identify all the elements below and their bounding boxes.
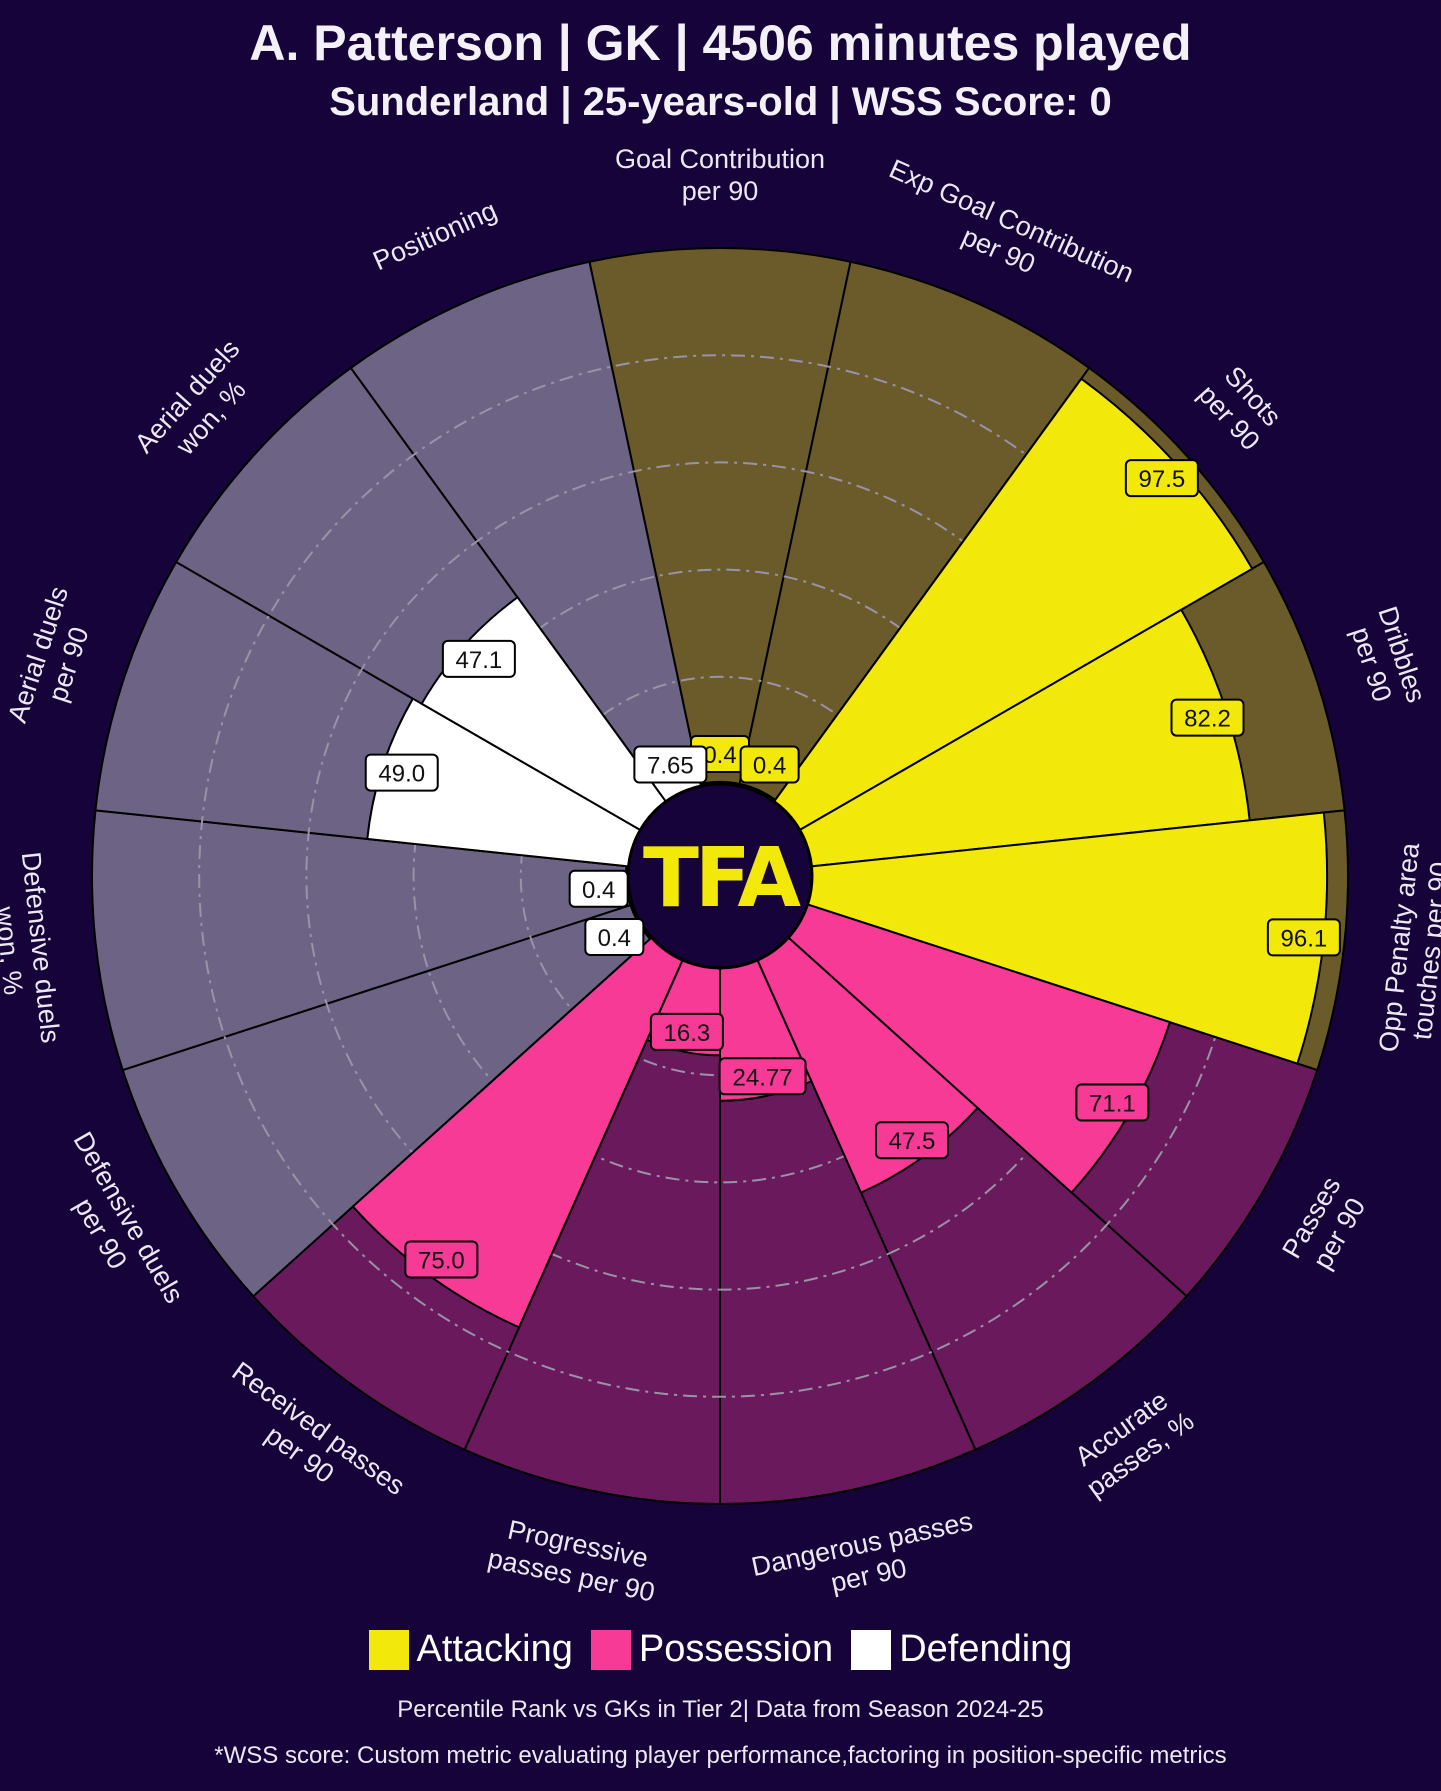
value-label-text-14: 7.65 — [647, 753, 694, 780]
value-label-1: 0.4 — [739, 745, 800, 784]
metric-label-5: Passesper 90 — [1276, 1172, 1374, 1280]
value-label-4: 96.1 — [1266, 918, 1341, 957]
value-label-10: 0.4 — [584, 918, 645, 956]
metric-label-7: Dangerous passesper 90 — [749, 1506, 982, 1613]
value-label-7: 24.77 — [718, 1057, 807, 1096]
value-label-text-11: 0.4 — [582, 877, 615, 904]
value-label-box-14 — [633, 745, 708, 784]
value-label-12: 49.0 — [364, 753, 439, 792]
value-label-box-7 — [718, 1057, 807, 1096]
value-label-text-13: 47.1 — [456, 647, 503, 674]
value-label-text-5: 71.1 — [1089, 1091, 1136, 1118]
legend-label-defending: Defending — [899, 1628, 1073, 1670]
value-label-box-2 — [1124, 459, 1199, 498]
metric-label-8: Progressivepasses per 90 — [485, 1512, 664, 1608]
value-label-8: 16.3 — [649, 1012, 724, 1051]
value-label-box-9 — [404, 1240, 479, 1279]
value-label-box-1 — [739, 745, 800, 784]
value-label-13: 47.1 — [441, 639, 516, 678]
metric-label-line: Goal Contribution — [615, 144, 825, 174]
value-label-box-13 — [441, 639, 516, 678]
value-label-text-10: 0.4 — [598, 925, 631, 952]
metric-label-line: Positioning — [368, 195, 501, 276]
value-label-text-6: 47.5 — [889, 1128, 936, 1155]
wss-score-note: *WSS score: Custom metric evaluating pla… — [214, 1742, 1227, 1769]
metric-label-11: Defensive duelswon, % — [0, 850, 66, 1048]
legend-item-defending: Defending — [851, 1628, 1072, 1671]
metric-label-2: Shotsper 90 — [1192, 358, 1289, 456]
value-label-2: 97.5 — [1124, 459, 1199, 498]
legend-item-attacking: Attacking — [368, 1628, 573, 1671]
legend: Attacking Possession Defending — [0, 1628, 1441, 1671]
value-label-box-6 — [874, 1121, 949, 1160]
legend-swatch-defending — [851, 1629, 892, 1670]
value-label-box-11 — [568, 869, 629, 908]
value-label-box-10 — [584, 918, 645, 956]
metric-label-3: Dribblesper 90 — [1342, 603, 1432, 716]
value-label-6: 47.5 — [874, 1121, 949, 1160]
metric-label-14: Positioning — [368, 195, 501, 276]
metric-label-12: Aerial duelsper 90 — [2, 583, 105, 736]
value-label-text-7: 24.77 — [733, 1064, 793, 1091]
metric-label-0: Goal Contribution per 90 — [615, 144, 825, 206]
legend-label-possession: Possession — [638, 1628, 834, 1670]
value-label-text-1: 0.4 — [753, 753, 786, 780]
value-label-text-12: 49.0 — [378, 761, 425, 788]
value-label-text-2: 97.5 — [1139, 466, 1186, 493]
data-source-note: Percentile Rank vs GKs in Tier 2| Data f… — [397, 1696, 1044, 1723]
value-label-text-0: 0.4 — [703, 742, 736, 769]
logo-tfa: TFA — [643, 831, 802, 926]
legend-swatch-attacking — [368, 1629, 409, 1670]
legend-item-possession: Possession — [590, 1628, 834, 1671]
chart-subtitle: Sunderland | 25-years-old | WSS Score: 0 — [329, 80, 1112, 124]
metric-label-line: per 90 — [682, 176, 759, 206]
value-label-box-8 — [649, 1012, 724, 1051]
value-label-text-4: 96.1 — [1281, 925, 1328, 952]
value-label-14: 7.65 — [633, 745, 708, 784]
chart-title: A. Patterson | GK | 4506 minutes played — [249, 15, 1192, 71]
value-label-box-5 — [1075, 1083, 1150, 1122]
metric-label-13: Aerial duelswon, % — [129, 334, 269, 480]
value-label-box-12 — [364, 753, 439, 792]
value-label-3: 82.2 — [1170, 698, 1245, 737]
metric-label-6: Accuratepasses, % — [1062, 1380, 1199, 1503]
value-label-text-9: 75.0 — [418, 1247, 465, 1274]
value-label-text-3: 82.2 — [1184, 706, 1231, 733]
value-label-9: 75.0 — [404, 1240, 479, 1279]
legend-label-attacking: Attacking — [416, 1628, 573, 1670]
metric-label-4: Opp Penalty areatouches per 90 — [1373, 840, 1441, 1056]
legend-swatch-possession — [590, 1629, 631, 1670]
value-label-box-3 — [1170, 698, 1245, 737]
value-label-text-8: 16.3 — [664, 1020, 711, 1047]
value-label-11: 0.4 — [568, 869, 629, 908]
value-label-box-4 — [1266, 918, 1341, 957]
value-label-5: 71.1 — [1075, 1083, 1150, 1122]
